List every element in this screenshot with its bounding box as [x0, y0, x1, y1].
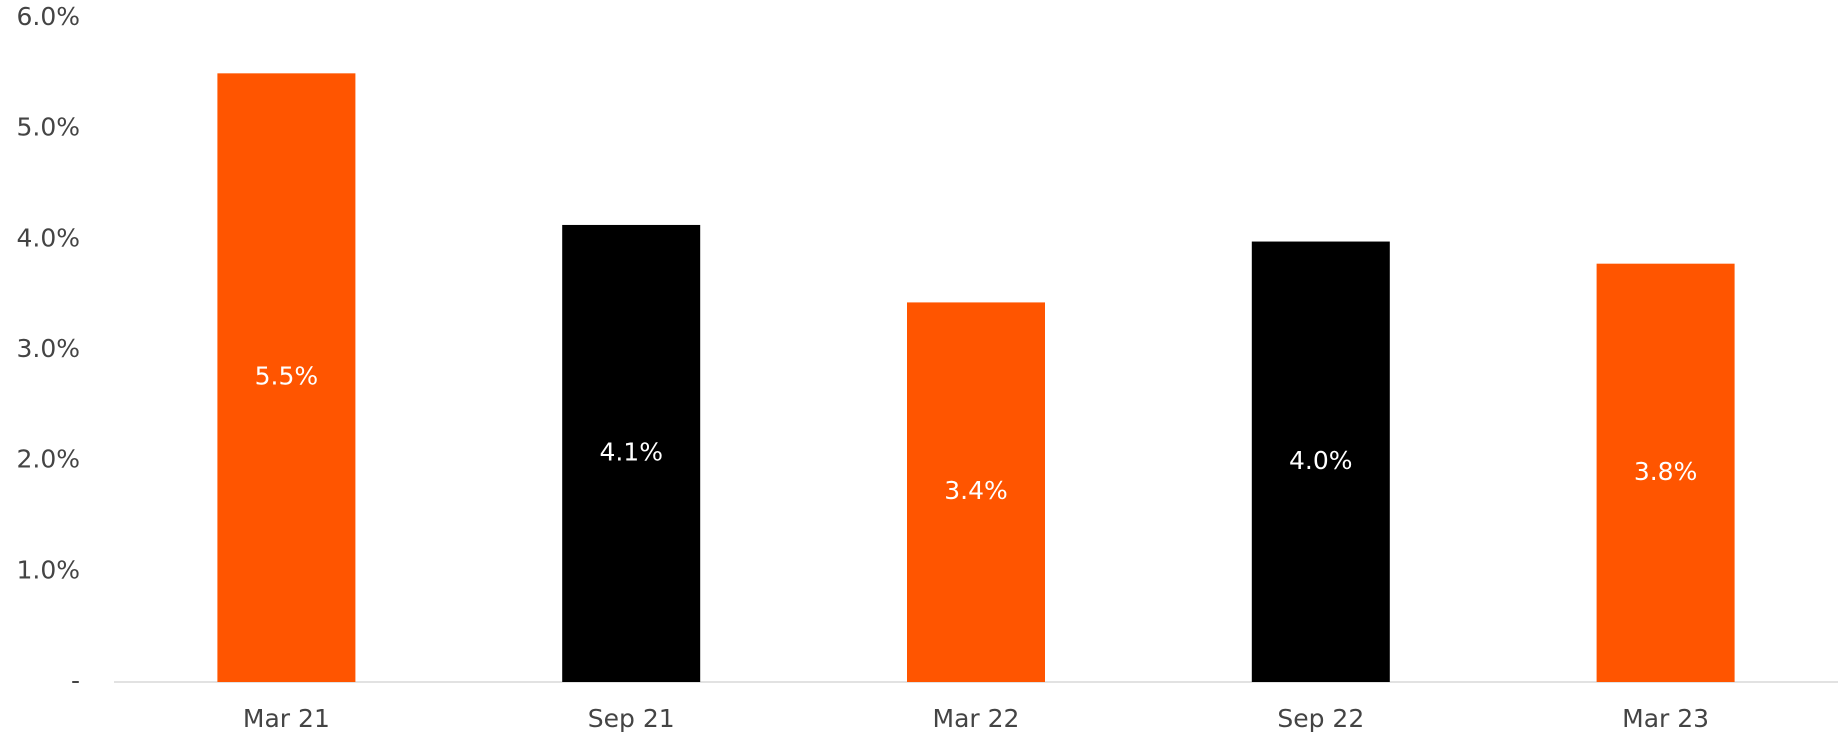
y-tick-label: 3.0% [16, 334, 80, 363]
x-tick-label: Mar 21 [243, 704, 330, 733]
x-tick-label: Mar 23 [1622, 704, 1709, 733]
data-label: 4.1% [599, 437, 663, 466]
y-tick-label: 2.0% [16, 445, 80, 474]
data-label: 3.8% [1634, 457, 1698, 486]
y-tick-label: 5.0% [16, 113, 80, 142]
x-tick-label: Mar 22 [933, 704, 1020, 733]
data-label: 3.4% [944, 476, 1008, 505]
bar [1251, 241, 1390, 682]
bar [907, 302, 1045, 682]
y-tick-label: - [71, 666, 80, 695]
bar [217, 73, 356, 683]
bar [1596, 263, 1735, 682]
data-label: 5.5% [255, 362, 319, 391]
bar [562, 224, 701, 683]
x-tick-label: Sep 22 [1277, 704, 1364, 733]
data-label: 4.0% [1289, 446, 1353, 475]
y-tick-label: 1.0% [16, 555, 80, 584]
y-tick-label: 6.0% [16, 2, 80, 31]
x-tick-label: Sep 21 [588, 704, 675, 733]
y-tick-label: 4.0% [16, 223, 80, 252]
